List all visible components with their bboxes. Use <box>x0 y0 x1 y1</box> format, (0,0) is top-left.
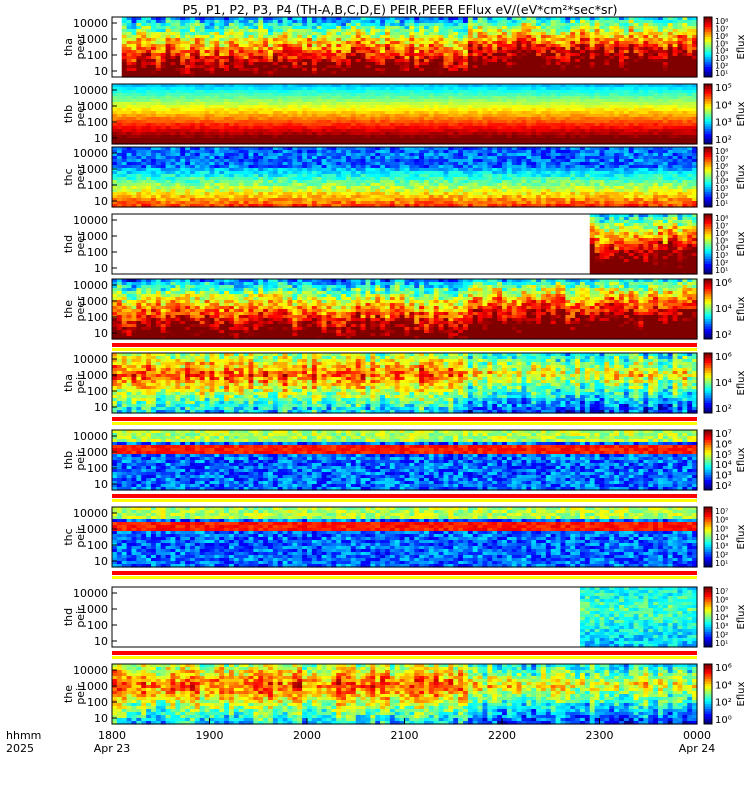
panel-thc-peer: 10000100010010thc peer10⁸10⁷10⁶10⁵10⁴10³1… <box>62 147 747 208</box>
panel-species-label: peer <box>74 34 87 60</box>
colorbar-tick-label: 10⁴ <box>715 100 732 111</box>
panel-species-label: peer <box>74 101 87 127</box>
y-tick-label: 10000 <box>73 84 108 97</box>
colorbar-tick-label: 10³ <box>715 118 732 129</box>
y-tick-label: 100 <box>87 116 108 129</box>
colorbar-tick-label: 10¹ <box>715 69 728 78</box>
y-tick-label: 100 <box>87 49 108 62</box>
y-tick-label: 10000 <box>73 17 108 30</box>
y-tick-label: 10 <box>94 65 108 78</box>
y-tick-label: 10 <box>94 132 108 145</box>
colorbar-label: Eflux <box>736 34 747 59</box>
colorbar-label: Eflux <box>736 101 747 126</box>
figure-title: P5, P1, P2, P3, P4 (TH-A,B,C,D,E) PEIR,P… <box>182 2 617 17</box>
colorbar-tick-label: 10⁵ <box>715 83 732 94</box>
colorbar-tick-label: 10² <box>715 135 732 146</box>
